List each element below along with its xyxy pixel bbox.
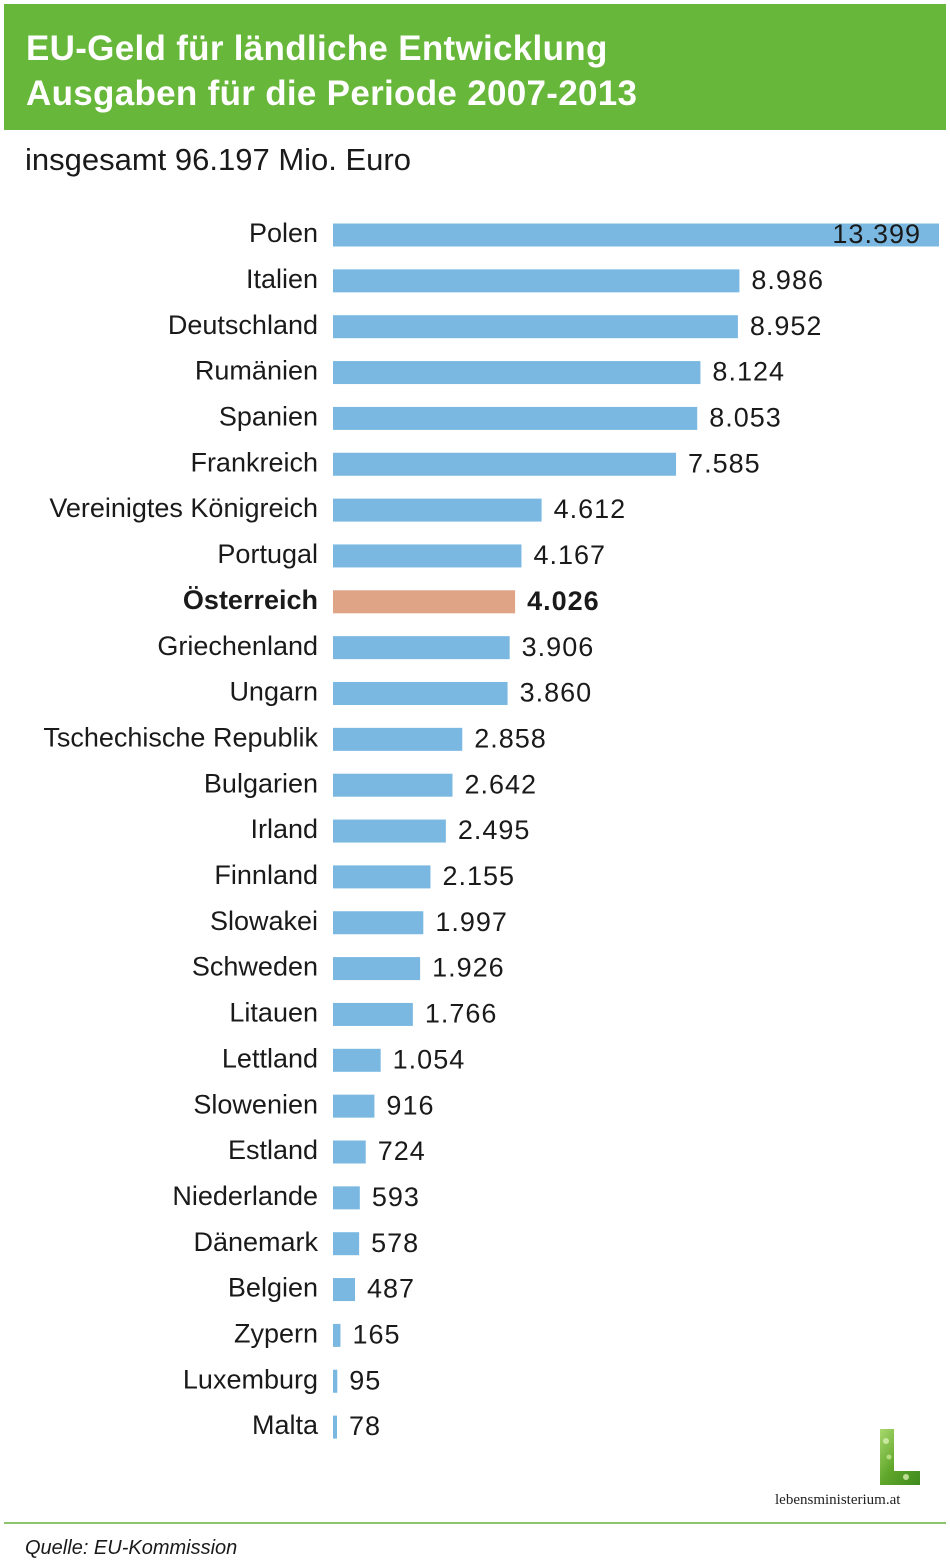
bar-estland — [333, 1140, 366, 1164]
bar-zypern — [333, 1323, 341, 1347]
value-label-slowakei: 1.997 — [435, 907, 508, 937]
value-label-bulgarien: 2.642 — [464, 769, 537, 799]
bar-spanien — [333, 406, 698, 430]
category-label-belgien: Belgien — [228, 1273, 318, 1303]
category-label-finnland: Finnland — [214, 860, 318, 890]
header-banner: EU-Geld für ländliche Entwicklung Ausgab… — [4, 4, 946, 130]
value-label-deutschland: 8.952 — [750, 311, 823, 341]
bar-litauen — [333, 1002, 413, 1026]
value-label-estland: 724 — [378, 1136, 426, 1166]
bar-frankreich — [333, 452, 677, 476]
category-label-schweden: Schweden — [192, 952, 318, 982]
category-label-estland: Estland — [228, 1135, 318, 1165]
value-label-belgien: 487 — [367, 1274, 415, 1304]
category-label-luxemburg: Luxemburg — [183, 1364, 318, 1394]
category-label-polen: Polen — [249, 218, 318, 248]
value-label-frankreich: 7.585 — [688, 448, 761, 478]
bar-ungarn — [333, 682, 508, 705]
category-label-portugal: Portugal — [217, 539, 318, 569]
title-line-1: EU-Geld für ländliche Entwicklung — [26, 29, 608, 68]
category-label-malta: Malta — [252, 1410, 319, 1440]
title-line-2: Ausgaben für die Periode 2007-2013 — [26, 74, 638, 113]
value-label-lettland: 1.054 — [393, 1044, 466, 1074]
value-label-ungarn: 3.860 — [520, 678, 593, 708]
value-label-polen: 13.399 — [832, 219, 921, 249]
category-label-bulgarien: Bulgarien — [204, 768, 318, 798]
bar-irland — [333, 819, 446, 843]
footer-divider — [4, 1522, 946, 1524]
value-label-niederlande: 593 — [372, 1182, 420, 1212]
value-label-portugal: 4.167 — [533, 540, 606, 570]
bar-slowakei — [333, 911, 424, 935]
bar-niederlande — [333, 1186, 360, 1210]
category-label-rumaenien: Rumänien — [195, 356, 318, 386]
bar-lettland — [333, 1048, 381, 1072]
category-label-slowenien: Slowenien — [193, 1089, 318, 1119]
category-label-litauen: Litauen — [229, 998, 318, 1028]
value-label-zypern: 165 — [352, 1320, 400, 1350]
category-label-daenemark: Dänemark — [193, 1227, 318, 1257]
value-label-irland: 2.495 — [458, 815, 531, 845]
bar-tschechische-republik — [333, 727, 463, 751]
bar-griechenland — [333, 636, 510, 660]
category-label-irland: Irland — [250, 814, 318, 844]
category-label-lettland: Lettland — [222, 1043, 318, 1073]
value-label-luxemburg: 95 — [349, 1365, 381, 1395]
value-label-italien: 8.986 — [751, 265, 824, 295]
bar-malta — [333, 1415, 337, 1439]
category-label-spanien: Spanien — [219, 402, 318, 432]
bar-rumaenien — [333, 361, 701, 385]
category-label-tschechische-republik: Tschechische Republik — [43, 722, 318, 752]
value-label-finnland: 2.155 — [442, 861, 515, 891]
subtitle-total: insgesamt 96.197 Mio. Euro — [25, 142, 411, 177]
category-label-vereinigtes-koenigreich: Vereinigtes Königreich — [49, 493, 318, 523]
bar-oesterreich — [333, 590, 516, 614]
value-label-daenemark: 578 — [371, 1228, 419, 1258]
bar-chart: Polen 13.399 Italien 8.986 Deutschland 8.952 R… — [43, 218, 939, 1441]
value-label-griechenland: 3.906 — [522, 632, 595, 662]
bar-daenemark — [333, 1232, 360, 1256]
category-label-niederlande: Niederlande — [172, 1181, 318, 1211]
value-label-vereinigtes-koenigreich: 4.612 — [554, 494, 627, 524]
bar-italien — [333, 269, 740, 293]
category-label-slowakei: Slowakei — [210, 906, 318, 936]
value-label-malta: 78 — [349, 1411, 381, 1441]
value-label-schweden: 1.926 — [432, 953, 505, 983]
value-label-tschechische-republik: 2.858 — [474, 723, 547, 753]
value-label-spanien: 8.053 — [709, 403, 782, 433]
leaf-l-logo-icon — [880, 1429, 920, 1485]
value-label-slowenien: 916 — [386, 1090, 434, 1120]
logo: lebensministerium.at — [760, 1425, 940, 1515]
bar-schweden — [333, 957, 421, 981]
category-label-deutschland: Deutschland — [168, 310, 318, 340]
category-label-griechenland: Griechenland — [157, 631, 318, 661]
bar-finnland — [333, 865, 431, 889]
category-label-oesterreich: Österreich — [183, 585, 318, 615]
bar-slowenien — [333, 1094, 375, 1118]
bar-bulgarien — [333, 773, 453, 797]
bar-deutschland — [333, 315, 738, 339]
category-label-ungarn: Ungarn — [229, 677, 318, 707]
bar-vereinigtes-koenigreich — [333, 498, 542, 522]
category-label-frankreich: Frankreich — [190, 447, 318, 477]
value-label-rumaenien: 8.124 — [712, 357, 785, 387]
category-label-italien: Italien — [246, 264, 318, 294]
bar-polen — [333, 223, 939, 247]
bar-luxemburg — [333, 1369, 338, 1393]
bar-portugal — [333, 544, 522, 568]
value-label-litauen: 1.766 — [425, 999, 498, 1029]
category-label-zypern: Zypern — [234, 1319, 318, 1349]
source-note: Quelle: EU-Kommission — [25, 1537, 238, 1559]
value-label-oesterreich: 4.026 — [527, 586, 600, 616]
logo-text: lebensministerium.at — [775, 1492, 901, 1508]
bar-belgien — [333, 1278, 356, 1302]
